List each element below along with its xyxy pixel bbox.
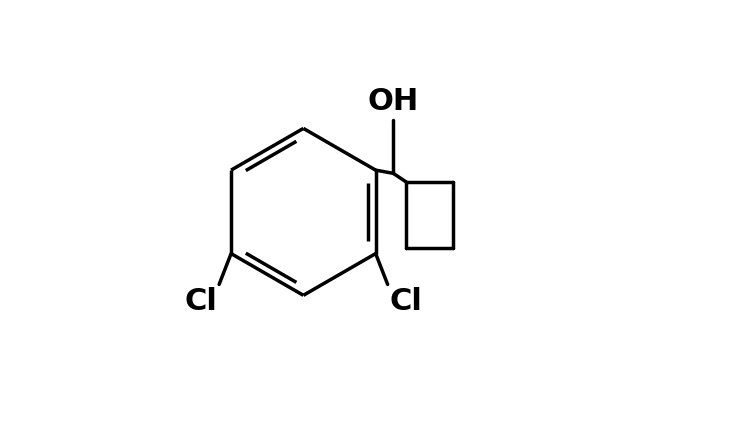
Text: Cl: Cl (390, 287, 423, 315)
Text: Cl: Cl (184, 287, 217, 315)
Text: OH: OH (367, 87, 419, 116)
